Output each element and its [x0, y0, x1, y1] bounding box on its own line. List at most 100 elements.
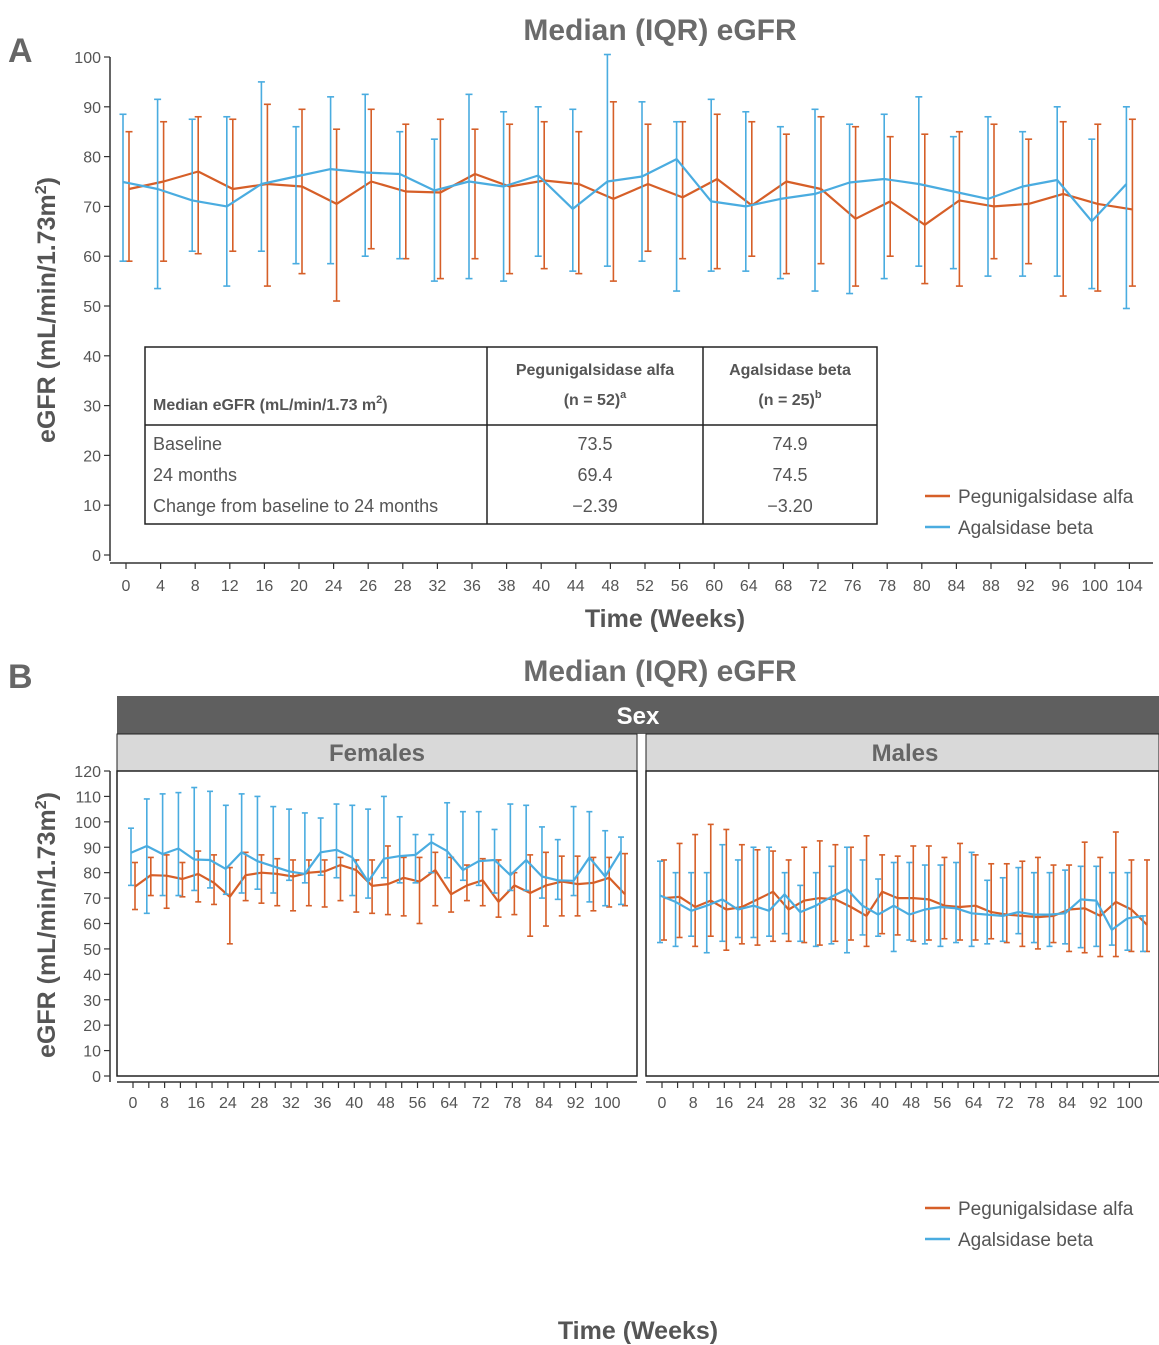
- panel-b-females-x-tick-label: 92: [567, 1095, 585, 1112]
- table-header-col2-line1: Agalsidase beta: [729, 362, 851, 379]
- table-header-col1-line2: (n = 52)a: [564, 389, 627, 409]
- table-header-col2-sup: b: [815, 389, 822, 401]
- panel-a-x-tick-label: 64: [740, 578, 758, 595]
- legend-label-pegunigalsidase: Pegunigalsidase alfa: [958, 487, 1134, 508]
- panel-a-legend: Pegunigalsidase alfa Agalsidase beta: [925, 487, 1134, 539]
- panel-b-y-tick-label: 20: [83, 1018, 101, 1035]
- panel-b-y-tick-label: 10: [83, 1044, 101, 1061]
- table-header-col2-n: (n = 25): [758, 392, 814, 409]
- panel-a-y-tick-label: 50: [83, 299, 101, 316]
- panel-b-males-agalsidase-median-line: [659, 888, 1144, 932]
- panel-a-y-tick-label: 40: [83, 349, 101, 366]
- panel-a-x-tick-label: 72: [809, 578, 827, 595]
- panel-b-males-plot: [657, 823, 1150, 958]
- panel-b-males-x-tick-label: 78: [1027, 1095, 1045, 1112]
- panel-a-x-tick-label: 32: [429, 578, 447, 595]
- panel-b-males-x-tick-label: 40: [871, 1095, 889, 1112]
- summary-table: Median eGFR (mL/min/1.73 m2) Pegunigalsi…: [144, 346, 878, 525]
- panel-b-y-tick-label: 70: [83, 891, 101, 908]
- panel-b-females-x-tick-label: 0: [129, 1095, 138, 1112]
- table-cell: 73.5: [577, 434, 612, 454]
- panel-a-y-tick-label: 20: [83, 448, 101, 465]
- panel-b-males-x-tick-label: 64: [965, 1095, 983, 1112]
- panel-a-y-axis-title: eGFR (mL/min/1.73m2): [33, 177, 61, 443]
- legend-label-pegunigalsidase: Pegunigalsidase alfa: [958, 1199, 1134, 1220]
- panel-a-y-tick-label: 70: [83, 199, 101, 216]
- panel-b-y-tick-label: 60: [83, 917, 101, 934]
- table-row-label: 24 months: [153, 465, 237, 485]
- panel-a-x-tick-label: 36: [463, 578, 481, 595]
- legend-label-agalsidase: Agalsidase beta: [958, 518, 1094, 539]
- panel-b-females-x-tick-label: 72: [472, 1095, 490, 1112]
- panel-b-x-axis-title: Time (Weeks): [558, 1317, 718, 1345]
- table-header-col1-n: (n = 52): [564, 392, 620, 409]
- panel-b-y-tick-label: 30: [83, 993, 101, 1010]
- panel-a-x-tick-label: 80: [913, 578, 931, 595]
- panel-a-x-tick-label: 24: [325, 578, 343, 595]
- panel-b-females-pegunigalsidase-median-line: [134, 863, 626, 904]
- panel-a-x-tick-label: 28: [394, 578, 412, 595]
- panel-a-y-tick-label: 30: [83, 399, 101, 416]
- panel-a-y-tick-label: 100: [74, 50, 101, 67]
- panel-b-y-tick-label: 50: [83, 942, 101, 959]
- panel-a-y-tick-label: 0: [92, 548, 101, 565]
- panel-b-females-x-tick-label: 84: [535, 1095, 553, 1112]
- panel-b-males-pegunigalsidase-median-line: [663, 890, 1148, 926]
- panel-a-x-tick-label: 76: [844, 578, 862, 595]
- table-header-label-sup: 2: [376, 394, 382, 406]
- panel-a-x-tick-label: 48: [602, 578, 620, 595]
- panel-b-females-x-tick-label: 32: [282, 1095, 300, 1112]
- panel-a-title: Median (IQR) eGFR: [523, 14, 797, 47]
- panel-a-x-tick-label: 44: [567, 578, 585, 595]
- panel-a-y-tick-label: 10: [83, 498, 101, 515]
- panel-b-males-x-tick-label: 32: [809, 1095, 827, 1112]
- panel-b-males-x-tick-label: 56: [934, 1095, 952, 1112]
- table-frame: [144, 346, 878, 525]
- panel-b-y-tick-label: 40: [83, 967, 101, 984]
- panel-b-males-x-tick-label: 0: [658, 1095, 667, 1112]
- panel-a-x-tick-label: 8: [191, 578, 200, 595]
- panel-a-x-axis-title: Time (Weeks): [585, 605, 745, 633]
- panel-b-females-agalsidase-median-line: [130, 841, 622, 883]
- panel-b-females-x-tick-label: 48: [377, 1095, 395, 1112]
- table-header-label-close: ): [382, 397, 387, 414]
- panel-a-plot-area: [119, 53, 1136, 310]
- panel-a-x-tick-label: 100: [1081, 578, 1108, 595]
- panel-b-males-x-tick-label: 72: [996, 1095, 1014, 1112]
- table-header-col1-sup: a: [620, 389, 627, 401]
- table-row-label: Change from baseline to 24 months: [153, 496, 438, 516]
- panel-a-x-tick-label: 20: [290, 578, 308, 595]
- panel-b-males-x-tick-label: 48: [902, 1095, 920, 1112]
- panel-b-females-x-tick-label: 56: [409, 1095, 427, 1112]
- panel-a-x-tick-label: 38: [498, 578, 516, 595]
- panel-a-y-tick-label: 60: [83, 249, 101, 266]
- panel-b-females-x-tick-label: 24: [219, 1095, 237, 1112]
- strip-females-label: Females: [329, 740, 425, 767]
- panel-b-y-tick-label: 80: [83, 866, 101, 883]
- panel-a-y-tick-label: 80: [83, 150, 101, 167]
- panel-b-males-x-tick-label: 16: [715, 1095, 733, 1112]
- panel-b-males-x-tick-label: 100: [1116, 1095, 1143, 1112]
- panel-a-x-tick-label: 96: [1051, 578, 1069, 595]
- panel-b-females-x-tick-label: 28: [251, 1095, 269, 1112]
- panel-a-x-tick-label: 52: [636, 578, 654, 595]
- table-cell: 74.5: [772, 465, 807, 485]
- table-header-col1-line1: Pegunigalsidase alfa: [516, 362, 674, 379]
- table-cell: 69.4: [577, 465, 612, 485]
- panel-b-males-x-tick-label: 92: [1089, 1095, 1107, 1112]
- table-header-col2-line2: (n = 25)b: [758, 389, 821, 409]
- panel-a-x-tick-label: 60: [705, 578, 723, 595]
- panel-b-males-x-tick-label: 84: [1058, 1095, 1076, 1112]
- panel-b-y-tick-label: 90: [83, 840, 101, 857]
- panel-a-y-tick-label: 90: [83, 100, 101, 117]
- panel-b-y-axis-title: eGFR (mL/min/1.73m2): [33, 792, 61, 1058]
- panel-a-x-tick-label: 78: [878, 578, 896, 595]
- panel-a-y-axis-title-sup: 2: [33, 185, 50, 194]
- panel-b-y-axis-title-main: eGFR (mL/min/1.73m: [33, 809, 61, 1058]
- panel-b-females-x-tick-label: 8: [160, 1095, 169, 1112]
- panel-b-y-tick-label: 120: [74, 764, 101, 781]
- panel-b-females-plot: [128, 786, 628, 945]
